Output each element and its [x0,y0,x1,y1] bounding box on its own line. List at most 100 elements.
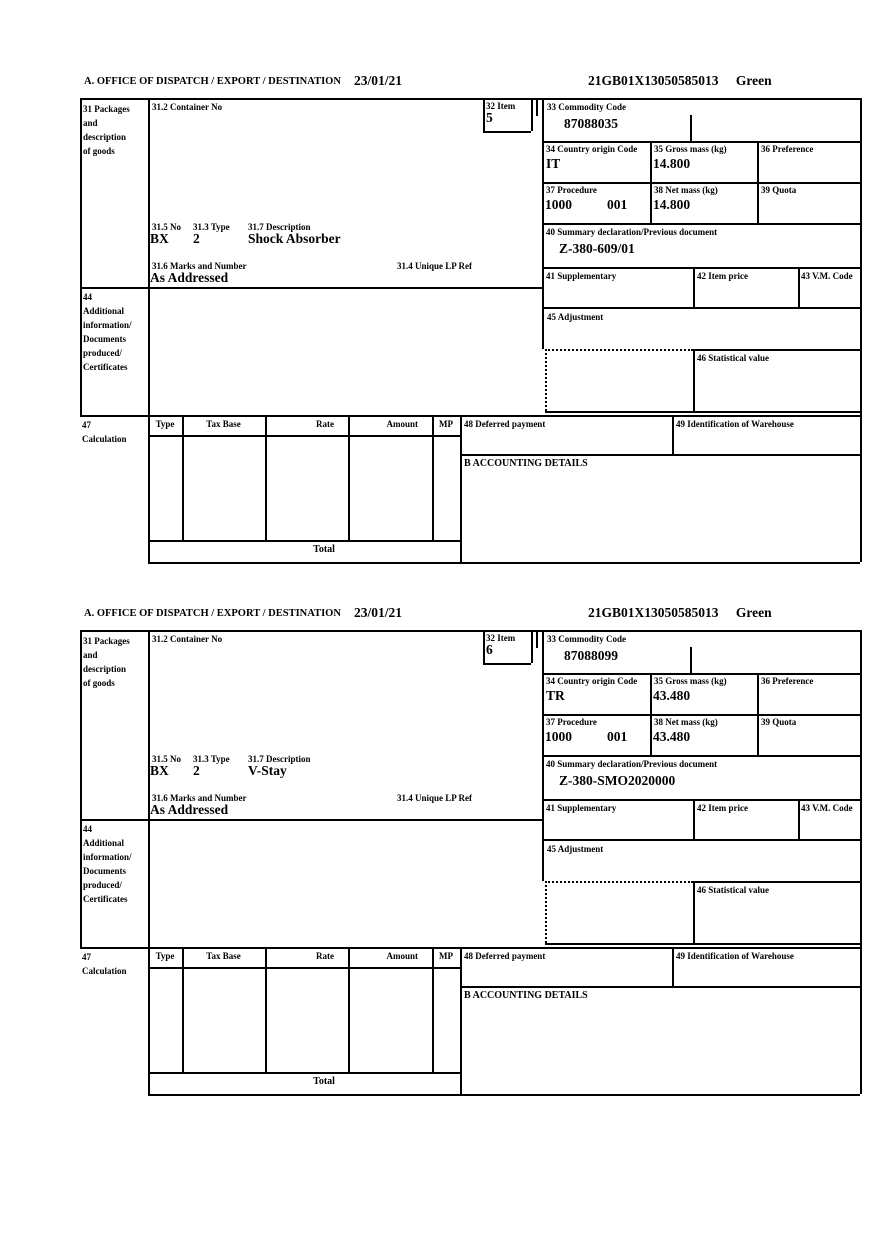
grid-line [542,182,860,184]
grid-line [542,755,860,757]
packages-type-value: 2 [193,763,200,778]
previous-document-value: Z-380-609/01 [559,241,635,256]
grid-line [542,839,860,841]
goods-description: Shock Absorber [248,231,341,246]
grid-line [148,562,860,564]
grid-line [265,947,267,1072]
grid-line [483,663,531,665]
item-price-label: 42 Item price [697,271,748,281]
grid-line [483,131,531,133]
office-of-dispatch-label: A. OFFICE OF DISPATCH / EXPORT / DESTINA… [84,76,341,87]
unique-lp-ref-label: 31.4 Unique LP Ref [397,793,473,803]
goods-description: V-Stay [248,763,287,778]
calc-col-amount: Amount [386,951,418,961]
description-label: 31.7 Description [248,222,311,232]
grid-line [693,349,860,351]
grid-line [542,630,544,881]
grid-line [80,98,860,100]
dotted-line [545,881,693,883]
calc-col-mp: MP [439,951,453,961]
grid-line [650,141,652,223]
net-mass-label: 38 Net mass (kg) [654,185,718,195]
commodity-code-label: 33 Commodity Code [547,102,626,112]
grid-line [693,881,860,883]
calc-col-tax-base: Tax Base [206,951,241,961]
gross-mass-value: 14.800 [653,156,691,171]
grid-line [148,435,460,437]
grid-line [690,115,692,141]
item-number: 6 [486,642,493,657]
grid-line [542,267,860,269]
packages-no-label: 31.5 No [152,754,181,764]
container-no-label: 31.2 Container No [152,634,223,644]
country-origin-label: 34 Country origin Code [546,144,638,154]
adjustment-label: 45 Adjustment [547,844,604,854]
routing-status: Green [735,605,772,620]
grid-line [348,415,350,540]
statistical-value-label: 46 Statistical value [697,885,769,895]
grid-line [460,986,860,988]
calc-col-type: Type [155,419,175,429]
calculation-label: 47 Calculation [82,420,127,444]
calc-col-tax-base: Tax Base [206,419,241,429]
grid-line [460,454,860,456]
additional-info-label: 44 Additional information/Documents produce… [83,292,132,372]
procedure-code: 1000 [545,729,572,744]
grid-line [148,1072,460,1074]
grid-line [531,630,533,663]
additional-info-label: 44 Additional information/Documents produce… [83,824,132,904]
item-price-label: 42 Item price [697,803,748,813]
container-no-label: 31.2 Container No [152,102,223,112]
marks-number-label: 31.6 Marks and Number [152,261,247,271]
gross-mass-label: 35 Gross mass (kg) [654,676,727,686]
packages-type-label: 31.3 Type [193,754,230,764]
net-mass-value: 43.480 [653,729,691,744]
grid-line [148,540,460,542]
summary-declaration-label: 40 Summary declaration/Previous document [546,227,718,237]
grid-line [542,799,860,801]
dotted-line [545,881,547,943]
grid-line [693,881,695,943]
accounting-details-label: B ACCOUNTING DETAILS [464,990,588,1001]
commodity-code: 87088035 [564,116,618,131]
marks-value: As Addressed [150,270,229,285]
routing-status: Green [735,73,772,88]
grid-line [80,98,82,415]
grid-line [860,630,862,1094]
statistical-value-label: 46 Statistical value [697,353,769,363]
grid-line [672,415,674,454]
commodity-code-label: 33 Commodity Code [547,634,626,644]
total-label: Total [313,544,335,555]
grid-line [542,98,544,349]
grid-line [757,673,759,755]
grid-line [545,943,860,945]
marks-value: As Addressed [150,802,229,817]
grid-line [80,630,82,947]
grid-line [182,947,184,1072]
item-number: 5 [486,110,493,125]
summary-declaration-label: 40 Summary declaration/Previous document [546,759,718,769]
mrn-group: 21GB01X13050585013 Green [588,73,772,89]
grid-line [860,98,862,562]
net-mass-value: 14.800 [653,197,691,212]
grid-line [536,98,538,116]
procedure-ext-code: 001 [607,197,628,212]
procedure-code: 1000 [545,197,572,212]
dotted-line [545,349,693,351]
movement-reference-number: 21GB01X13050585013 [588,73,719,88]
grid-line [672,947,674,986]
warehouse-id-label: 49 Identification of Warehouse [676,419,794,429]
gross-mass-value: 43.480 [653,688,691,703]
packages-type-value: 2 [193,231,200,246]
country-origin-code: TR [546,688,565,703]
description-label: 31.7 Description [248,754,311,764]
grid-line [542,714,860,716]
country-origin-label: 34 Country origin Code [546,676,638,686]
grid-line [80,630,860,632]
grid-line [148,630,150,1094]
quota-label: 39 Quota [761,185,797,195]
preference-label: 36 Preference [761,144,814,154]
grid-line [536,630,538,648]
vm-code-label: 43 V.M. Code [801,803,853,813]
